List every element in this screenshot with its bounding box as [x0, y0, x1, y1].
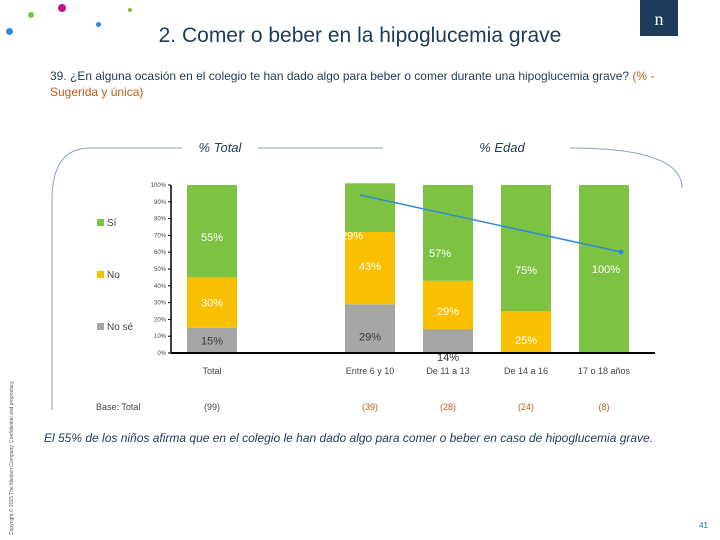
data-label: 43%	[359, 261, 381, 273]
decorative-dot	[96, 22, 101, 27]
base-count: (24)	[518, 402, 534, 412]
data-label: 75%	[515, 265, 537, 277]
category-label: De 14 a 16	[504, 366, 548, 376]
question-note: (% - Sugerida y única)	[50, 69, 655, 99]
trend-point	[618, 249, 624, 255]
y-tick-label: 90%	[154, 200, 167, 206]
bar-segment	[345, 183, 395, 233]
legend-label-no: No	[107, 270, 120, 281]
category-label: Total	[202, 366, 221, 376]
legend-label-si: Sí	[107, 218, 117, 229]
page-number: 41	[699, 521, 708, 530]
bar-segment	[423, 280, 473, 330]
y-tick-label: 60%	[154, 250, 167, 256]
data-label: 14%	[437, 352, 459, 364]
bar-segment	[345, 304, 395, 353]
y-tick-label: 80%	[154, 217, 167, 223]
bar-segment	[187, 185, 237, 278]
legend-swatch-nose	[97, 323, 104, 330]
base-counts: (99) (39) (28) (24) (8)	[204, 402, 610, 412]
base-count: (8)	[599, 402, 610, 412]
bar-labels: 15% 29% 14% 30% 43% 29% 25% 55% 29% 57% 75% 100%	[201, 231, 620, 365]
data-label: 29%	[437, 306, 459, 318]
logo-text: n	[654, 9, 664, 29]
edad-bracket	[569, 147, 683, 189]
bar-segment	[501, 185, 551, 311]
bars	[187, 183, 629, 353]
edad-header: % Edad	[479, 140, 525, 155]
data-label: 29%	[359, 332, 381, 344]
category-label: De 11 a 13	[426, 366, 469, 376]
y-axis: 0% 10% 20% 30% 40% 50% 60% 70% 80% 90% 100%	[151, 183, 172, 357]
decorative-dot	[58, 4, 66, 12]
y-tick-label: 40%	[154, 284, 167, 290]
category-labels: Total Entre 6 y 10 De 11 a 13 De 14 a 16 17 …	[202, 366, 630, 376]
bar-segment	[187, 327, 237, 353]
bar-segment	[423, 329, 473, 353]
decorative-dot	[6, 28, 13, 35]
data-label: 57%	[429, 248, 451, 260]
total-header: % Total	[199, 140, 243, 155]
data-label: 29%	[341, 231, 363, 243]
y-tick-label: 30%	[154, 301, 167, 307]
slide-title: 2. Comer o beber en la hipoglucemia grav…	[158, 24, 562, 47]
y-tick-label: 10%	[154, 334, 167, 340]
trend-line	[359, 194, 622, 253]
legend-swatch-no	[97, 271, 104, 278]
category-label: Entre 6 y 10	[346, 366, 395, 376]
data-label: 30%	[201, 298, 223, 310]
base-count: (28)	[440, 402, 456, 412]
y-tick-label: 70%	[154, 233, 167, 239]
base-count: (99)	[204, 402, 220, 412]
base-label: Base: Total	[96, 402, 140, 412]
y-tick-label: 100%	[151, 183, 167, 189]
data-label: 100%	[592, 264, 620, 276]
bar-segment	[345, 232, 395, 305]
y-tick-label: 50%	[154, 267, 167, 273]
y-tick-label: 0%	[157, 351, 166, 357]
nielsen-logo: n	[640, 0, 678, 36]
bar-segment	[423, 185, 473, 281]
decorative-dot	[128, 8, 132, 12]
legend: Sí No No sé	[97, 218, 134, 333]
y-tick-label: 20%	[154, 317, 167, 323]
legend-swatch-si	[97, 219, 104, 226]
data-label: 55%	[201, 232, 223, 244]
question-text: 39. ¿En alguna ocasión en el colegio te …	[50, 68, 700, 100]
legend-label-nose: No sé	[107, 322, 134, 333]
total-bracket-left	[51, 147, 91, 410]
data-label: 25%	[515, 335, 537, 347]
bar-segment	[187, 277, 237, 328]
bar-segment	[579, 185, 629, 353]
question-main: 39. ¿En alguna ocasión en el colegio te …	[50, 69, 630, 83]
trend-line-group	[359, 194, 624, 255]
category-label: 17 o 18 años	[578, 366, 631, 376]
bar-segment	[501, 311, 551, 353]
conclusion-text: El 55% de los niños afirma que en el col…	[44, 431, 654, 445]
decorative-dot	[28, 12, 34, 18]
base-count: (39)	[362, 402, 378, 412]
data-label: 15%	[201, 335, 223, 347]
